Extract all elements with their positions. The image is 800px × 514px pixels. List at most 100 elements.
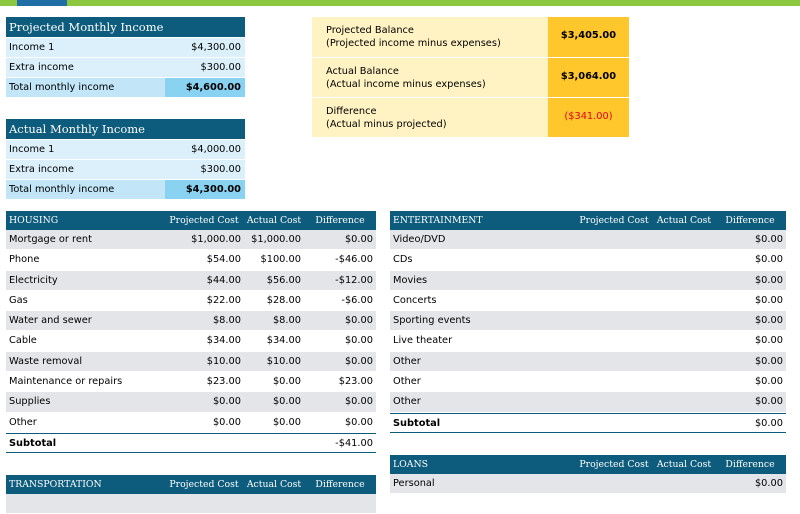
cell-actual[interactable] [244, 434, 304, 452]
cell-difference[interactable]: -$12.00 [335, 274, 373, 286]
balance-label[interactable]: Projected Balance (Projected income minus… [312, 17, 548, 57]
cell-actual[interactable]: $100.00 [260, 254, 301, 266]
cell-difference[interactable]: -$6.00 [341, 294, 373, 306]
balance-label[interactable]: Actual Balance (Actual income minus expen… [312, 58, 548, 97]
cell-difference[interactable]: $0.00 [754, 478, 783, 489]
active-sheet-tab[interactable] [17, 0, 67, 6]
cell-difference[interactable]: $0.00 [344, 396, 373, 408]
cell-label[interactable]: Maintenance or repairs [9, 376, 123, 388]
cell-projected[interactable]: $23.00 [206, 376, 241, 388]
cell-label[interactable]: Other [393, 355, 421, 367]
cell-projected[interactable] [574, 414, 654, 432]
cell-label[interactable] [6, 494, 376, 513]
cell-difference[interactable]: $0.00 [344, 234, 373, 245]
cell-projected[interactable]: $22.00 [206, 294, 241, 306]
cell-difference[interactable]: -$46.00 [335, 254, 373, 266]
cell-projected[interactable]: $10.00 [206, 355, 241, 367]
cell-projected[interactable]: $54.00 [206, 254, 241, 266]
cell-actual[interactable]: $0.00 [272, 396, 301, 408]
cell-label[interactable]: Video/DVD [393, 234, 446, 245]
subtotal-difference[interactable]: $0.00 [754, 417, 783, 429]
cell-actual[interactable] [654, 392, 714, 411]
cell-difference[interactable]: $0.00 [754, 315, 783, 327]
cell-label[interactable]: Supplies [9, 396, 51, 408]
cell-projected[interactable] [574, 311, 654, 330]
cell-actual[interactable] [654, 311, 714, 330]
cell-label[interactable]: Other [9, 416, 37, 428]
cell-value[interactable]: $300.00 [165, 160, 245, 179]
cell-actual[interactable]: $1,000.00 [251, 234, 301, 245]
cell-actual[interactable] [654, 414, 714, 432]
cell-projected[interactable]: $0.00 [212, 416, 241, 428]
cell-label[interactable]: Cable [9, 335, 37, 347]
subtotal-difference[interactable]: -$41.00 [335, 437, 373, 449]
cell-actual[interactable]: $0.00 [272, 376, 301, 388]
cell-label[interactable]: Total monthly income [6, 180, 165, 199]
cell-label[interactable]: Personal [393, 478, 435, 489]
cell-actual[interactable] [654, 352, 714, 371]
cell-difference[interactable]: $0.00 [754, 396, 783, 408]
cell-label[interactable]: Water and sewer [9, 315, 92, 327]
cell-label[interactable]: Live theater [393, 335, 453, 347]
total-value[interactable]: $4,300.00 [165, 180, 245, 199]
cell-label[interactable]: Concerts [393, 294, 437, 306]
cell-label[interactable]: Income 1 [6, 38, 165, 57]
cell-label[interactable]: Electricity [9, 274, 58, 286]
balance-value[interactable]: $3,064.00 [548, 58, 629, 97]
cell-projected[interactable] [574, 392, 654, 411]
cell-actual[interactable] [654, 250, 714, 269]
cell-label[interactable]: Mortgage or rent [9, 234, 92, 245]
cell-actual[interactable]: $28.00 [266, 294, 301, 306]
cell-difference[interactable]: $0.00 [754, 234, 783, 245]
cell-projected[interactable]: $44.00 [206, 274, 241, 286]
balance-value[interactable]: $3,405.00 [548, 17, 629, 57]
cell-difference[interactable]: $0.00 [754, 294, 783, 306]
cell-actual[interactable]: $56.00 [266, 274, 301, 286]
cell-projected[interactable] [574, 352, 654, 371]
cell-projected[interactable] [574, 474, 654, 493]
cell-actual[interactable] [654, 291, 714, 310]
cell-actual[interactable] [654, 230, 714, 249]
cell-label[interactable]: Other [393, 396, 421, 408]
cell-projected[interactable] [574, 291, 654, 310]
total-value[interactable]: $4,600.00 [165, 78, 245, 97]
cell-label[interactable]: Phone [9, 254, 40, 266]
cell-actual[interactable] [654, 372, 714, 391]
cell-projected[interactable] [574, 250, 654, 269]
cell-actual[interactable]: $10.00 [266, 355, 301, 367]
cell-label[interactable]: CDs [393, 254, 413, 266]
cell-label[interactable]: Income 1 [6, 140, 165, 159]
cell-difference[interactable]: $0.00 [754, 376, 783, 388]
cell-label[interactable]: Movies [393, 274, 428, 286]
cell-projected[interactable]: $1,000.00 [191, 234, 241, 245]
cell-actual[interactable]: $0.00 [272, 416, 301, 428]
cell-difference[interactable]: $23.00 [338, 376, 373, 388]
cell-difference[interactable]: $0.00 [754, 335, 783, 347]
cell-value[interactable]: $4,000.00 [165, 140, 245, 159]
cell-difference[interactable]: $0.00 [754, 274, 783, 286]
cell-projected[interactable]: $0.00 [212, 396, 241, 408]
cell-label[interactable]: Total monthly income [6, 78, 165, 97]
balance-value[interactable]: ($341.00) [548, 98, 629, 137]
cell-difference[interactable]: $0.00 [344, 416, 373, 428]
cell-projected[interactable] [574, 331, 654, 350]
cell-label[interactable]: Gas [9, 294, 28, 306]
cell-actual[interactable] [654, 271, 714, 290]
balance-label[interactable]: Difference (Actual minus projected) [312, 98, 548, 137]
cell-actual[interactable] [654, 331, 714, 350]
cell-value[interactable]: $300.00 [165, 58, 245, 77]
cell-projected[interactable]: $8.00 [212, 315, 241, 327]
cell-projected[interactable]: $34.00 [206, 335, 241, 347]
cell-value[interactable]: $4,300.00 [165, 38, 245, 57]
cell-difference[interactable]: $0.00 [754, 355, 783, 367]
cell-actual[interactable]: $34.00 [266, 335, 301, 347]
cell-label[interactable]: Other [393, 376, 421, 388]
cell-projected[interactable] [574, 372, 654, 391]
cell-actual[interactable] [654, 474, 714, 493]
cell-difference[interactable]: $0.00 [754, 254, 783, 266]
cell-label[interactable]: Extra income [6, 58, 165, 77]
cell-difference[interactable]: $0.00 [344, 355, 373, 367]
cell-difference[interactable]: $0.00 [344, 315, 373, 327]
cell-label[interactable]: Waste removal [9, 355, 83, 367]
cell-difference[interactable]: $0.00 [344, 335, 373, 347]
